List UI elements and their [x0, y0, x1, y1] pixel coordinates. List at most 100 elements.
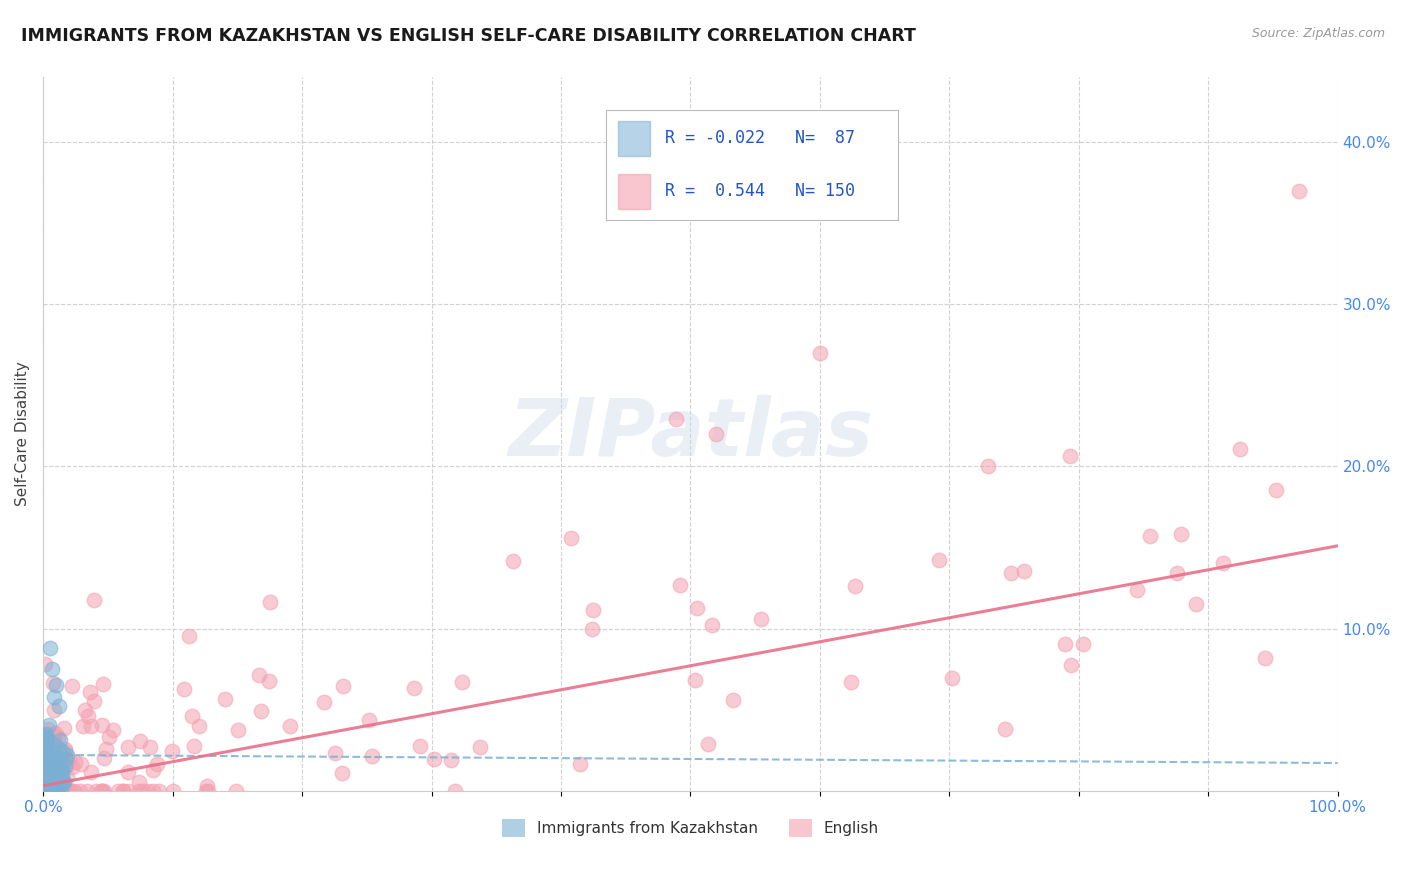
- Point: [80, 719, 103, 733]
- Point: [97, 730, 120, 744]
- Point: [46, 751, 69, 765]
- Point: [928, 553, 950, 567]
- Point: [35, 730, 58, 744]
- Point: [56, 747, 79, 762]
- Point: [41, 758, 63, 772]
- Point: [69, 783, 91, 797]
- Point: [749, 612, 772, 626]
- Point: [312, 696, 335, 710]
- Point: [51, 768, 73, 782]
- Point: [76, 783, 98, 797]
- Point: [117, 765, 139, 780]
- Point: [103, 723, 125, 738]
- Point: [42, 736, 65, 750]
- Point: [330, 766, 353, 780]
- Point: [62, 783, 84, 797]
- Point: [38, 741, 60, 756]
- Point: [35, 769, 58, 783]
- Point: [34, 657, 56, 672]
- Point: [46, 756, 69, 771]
- Point: [259, 595, 281, 609]
- Point: [69, 756, 91, 771]
- Point: [38, 772, 60, 787]
- Point: [53, 775, 76, 789]
- Point: [1060, 658, 1083, 673]
- Point: [41, 772, 63, 787]
- Point: [139, 739, 162, 754]
- Point: [37, 731, 59, 746]
- Point: [183, 739, 205, 753]
- Point: [55, 783, 77, 797]
- Point: [1012, 564, 1035, 578]
- Point: [37, 777, 59, 791]
- Point: [37, 770, 59, 784]
- Point: [111, 783, 134, 797]
- Point: [42, 760, 65, 774]
- Point: [1059, 450, 1081, 464]
- Point: [84, 783, 107, 797]
- Point: [37, 783, 59, 797]
- Point: [46, 753, 69, 767]
- Point: [941, 671, 963, 685]
- Point: [39, 765, 62, 780]
- Point: [45, 770, 67, 784]
- Point: [35, 727, 58, 741]
- Point: [723, 693, 745, 707]
- Point: [46, 783, 69, 797]
- Point: [32, 768, 55, 782]
- Point: [45, 780, 67, 794]
- Point: [1000, 566, 1022, 580]
- Point: [62, 783, 84, 797]
- Point: [34, 773, 56, 788]
- Point: [128, 783, 150, 797]
- Point: [48, 742, 70, 756]
- Point: [665, 411, 688, 425]
- Point: [45, 783, 67, 797]
- Point: [247, 668, 270, 682]
- Point: [409, 739, 432, 754]
- Point: [72, 719, 94, 733]
- Point: [55, 744, 77, 758]
- Point: [977, 459, 1000, 474]
- Point: [45, 678, 67, 692]
- Point: [1229, 442, 1251, 457]
- Point: [214, 691, 236, 706]
- Point: [83, 694, 105, 708]
- Point: [80, 765, 103, 780]
- Point: [34, 756, 56, 770]
- Point: [502, 554, 524, 568]
- Point: [37, 783, 59, 797]
- Point: [37, 770, 59, 784]
- Point: [195, 779, 218, 793]
- Point: [332, 679, 354, 693]
- Point: [35, 766, 58, 780]
- Point: [53, 742, 76, 756]
- Point: [180, 709, 202, 723]
- Point: [225, 783, 247, 797]
- Point: [686, 601, 709, 615]
- Point: [45, 775, 67, 789]
- Point: [35, 756, 58, 770]
- Point: [32, 739, 55, 753]
- Point: [48, 772, 70, 786]
- Point: [683, 673, 706, 688]
- Point: [49, 732, 72, 747]
- Point: [696, 737, 718, 751]
- Point: [51, 764, 73, 778]
- Y-axis label: Self-Care Disability: Self-Care Disability: [15, 361, 30, 507]
- Point: [42, 781, 65, 796]
- Point: [96, 742, 118, 756]
- Point: [38, 755, 60, 769]
- Point: [177, 629, 200, 643]
- Point: [41, 662, 63, 676]
- Point: [58, 752, 80, 766]
- Point: [1253, 651, 1275, 665]
- Point: [58, 783, 80, 797]
- Point: [1071, 637, 1094, 651]
- Point: [423, 752, 446, 766]
- Point: [250, 705, 273, 719]
- Point: [111, 783, 134, 797]
- Point: [1054, 637, 1077, 651]
- Point: [136, 783, 159, 797]
- Point: [52, 721, 75, 735]
